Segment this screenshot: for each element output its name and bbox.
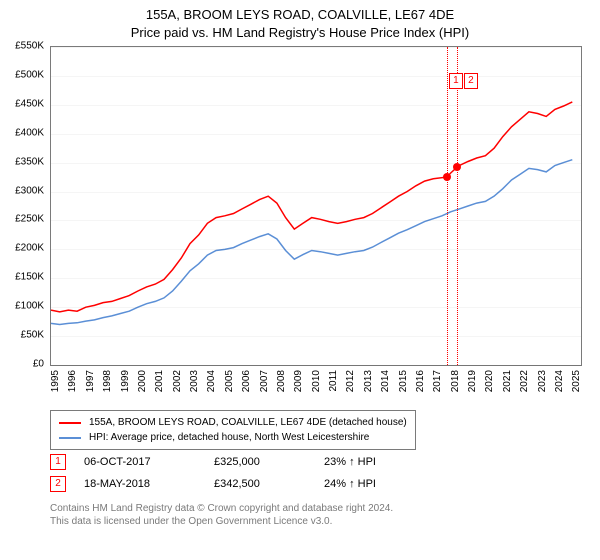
chart-lines — [51, 47, 581, 365]
x-tick-label: 2023 — [537, 370, 548, 392]
sale-date: 06-OCT-2017 — [84, 456, 214, 468]
x-tick-label: 2007 — [259, 370, 270, 392]
y-tick-label: £300K — [15, 185, 44, 196]
sale-flag: 1 — [449, 73, 463, 89]
x-tick-label: 2024 — [554, 370, 565, 392]
x-tick-label: 2004 — [206, 370, 217, 392]
x-tick-label: 2021 — [502, 370, 513, 392]
x-tick-label: 2005 — [224, 370, 235, 392]
x-tick-label: 2001 — [154, 370, 165, 392]
y-tick-label: £0 — [33, 359, 44, 370]
sale-guide-line — [457, 47, 458, 365]
x-tick-label: 2018 — [450, 370, 461, 392]
legend-swatch — [59, 437, 81, 439]
title-subtitle: Price paid vs. HM Land Registry's House … — [0, 24, 600, 42]
sale-marker-icon: 2 — [50, 476, 66, 492]
legend-swatch — [59, 422, 81, 424]
x-tick-label: 2008 — [276, 370, 287, 392]
x-tick-label: 2022 — [519, 370, 530, 392]
legend-label: HPI: Average price, detached house, Nort… — [89, 430, 369, 445]
x-tick-label: 2011 — [328, 370, 339, 392]
x-tick-label: 2013 — [363, 370, 374, 392]
x-axis-ticks: 1995 1996 1997 1998 1999 2000 2001 2002 2003 2004… — [50, 366, 582, 408]
y-tick-label: £50K — [21, 330, 44, 341]
x-tick-label: 2006 — [241, 370, 252, 392]
legend-row-hpi: HPI: Average price, detached house, Nort… — [59, 430, 407, 445]
legend-row-subject: 155A, BROOM LEYS ROAD, COALVILLE, LE67 4… — [59, 415, 407, 430]
attribution-line: This data is licensed under the Open Gov… — [50, 515, 393, 528]
chart-title-block: 155A, BROOM LEYS ROAD, COALVILLE, LE67 4… — [0, 0, 600, 41]
x-tick-label: 2012 — [345, 370, 356, 392]
y-tick-label: £550K — [15, 41, 44, 52]
x-tick-label: 2020 — [484, 370, 495, 392]
y-tick-label: £400K — [15, 127, 44, 138]
y-axis-ticks: £0£50K£100K£150K£200K£250K£300K£350K£400… — [0, 46, 48, 366]
y-tick-label: £100K — [15, 301, 44, 312]
sale-point — [453, 163, 461, 171]
x-tick-label: 1998 — [102, 370, 113, 392]
y-tick-label: £200K — [15, 243, 44, 254]
sale-flag: 2 — [464, 73, 478, 89]
series-hpi — [51, 160, 572, 325]
x-tick-label: 1999 — [120, 370, 131, 392]
x-tick-label: 2016 — [415, 370, 426, 392]
y-tick-label: £500K — [15, 69, 44, 80]
y-tick-label: £150K — [15, 272, 44, 283]
sale-row: 1 06-OCT-2017 £325,000 23% ↑ HPI — [50, 454, 434, 470]
x-tick-label: 1995 — [50, 370, 61, 392]
x-tick-label: 2014 — [380, 370, 391, 392]
x-tick-label: 2002 — [172, 370, 183, 392]
x-tick-label: 2025 — [571, 370, 582, 392]
plot-area: 12 — [50, 46, 582, 366]
x-tick-label: 1997 — [85, 370, 96, 392]
x-tick-label: 2017 — [432, 370, 443, 392]
sale-marker-icon: 1 — [50, 454, 66, 470]
x-tick-label: 2000 — [137, 370, 148, 392]
x-tick-label: 2019 — [467, 370, 478, 392]
x-tick-label: 2009 — [293, 370, 304, 392]
sale-date: 18-MAY-2018 — [84, 478, 214, 490]
x-tick-label: 2015 — [398, 370, 409, 392]
sales-table: 1 06-OCT-2017 £325,000 23% ↑ HPI 2 18-MA… — [50, 454, 434, 498]
title-address: 155A, BROOM LEYS ROAD, COALVILLE, LE67 4… — [0, 6, 600, 24]
legend: 155A, BROOM LEYS ROAD, COALVILLE, LE67 4… — [50, 410, 416, 450]
sale-price: £325,000 — [214, 456, 324, 468]
x-tick-label: 2010 — [311, 370, 322, 392]
x-tick-label: 2003 — [189, 370, 200, 392]
attribution-line: Contains HM Land Registry data © Crown c… — [50, 502, 393, 515]
y-tick-label: £450K — [15, 98, 44, 109]
sale-point — [443, 173, 451, 181]
y-tick-label: £350K — [15, 156, 44, 167]
sale-row: 2 18-MAY-2018 £342,500 24% ↑ HPI — [50, 476, 434, 492]
sale-delta: 24% ↑ HPI — [324, 478, 434, 490]
sale-price: £342,500 — [214, 478, 324, 490]
sale-delta: 23% ↑ HPI — [324, 456, 434, 468]
y-tick-label: £250K — [15, 214, 44, 225]
sale-guide-line — [447, 47, 448, 365]
x-tick-label: 1996 — [67, 370, 78, 392]
legend-label: 155A, BROOM LEYS ROAD, COALVILLE, LE67 4… — [89, 415, 407, 430]
attribution: Contains HM Land Registry data © Crown c… — [50, 502, 393, 528]
